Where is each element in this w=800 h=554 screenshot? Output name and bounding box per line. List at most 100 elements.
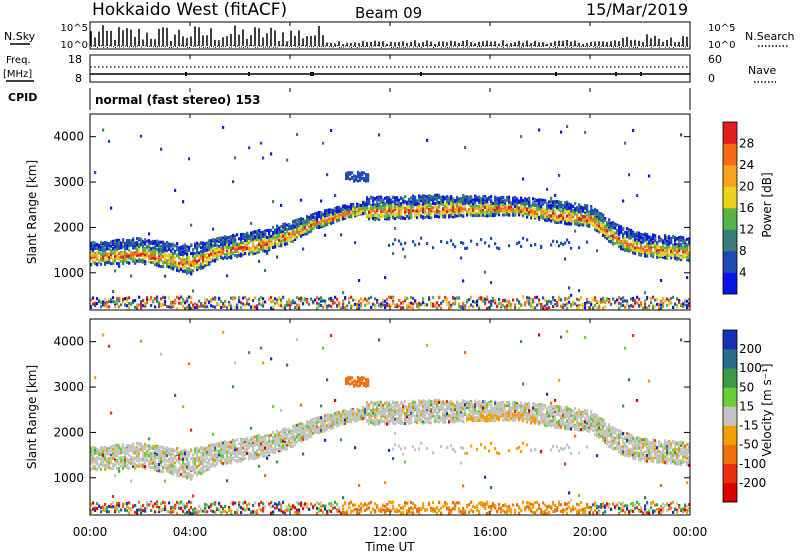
power-cell [124,250,127,254]
power-cell [350,205,353,209]
power-cell [376,214,379,217]
power-cell [300,198,303,202]
power-cell [108,258,111,262]
power-cell [506,304,509,308]
power-cell [414,209,417,213]
power-cell [542,211,545,215]
power-cell [618,224,621,228]
power-cell [144,238,147,242]
power-cell [102,128,105,132]
power-cell [408,302,411,306]
power-cell [522,205,525,209]
power-cell [332,217,335,221]
power-cell [464,195,467,199]
power-cell [166,262,169,266]
power-cell [426,201,429,205]
power-cell [176,263,179,267]
power-cell [242,302,245,306]
power-cell [368,301,371,305]
power-cell [246,302,249,306]
power-cell [224,242,227,246]
power-cell [192,262,195,266]
power-cell [626,227,629,231]
noise-search-dot [539,45,540,47]
power-cell [386,302,389,306]
noise-search-dot [599,46,600,48]
power-cell [624,299,627,303]
power-cell [392,299,395,303]
power-cell [628,236,631,240]
power-cell [452,302,455,306]
power-cell [296,235,299,239]
power-cell [296,225,299,229]
power-cell [528,200,531,204]
power-cell [358,306,361,310]
power-cell [564,217,567,221]
power-cell [202,256,205,259]
power-cell [214,244,217,248]
power-cell [104,243,107,247]
power-cell [232,246,235,250]
power-cell [632,246,635,250]
power-cell [96,262,99,266]
power-cell [288,233,291,237]
power-cell [194,244,197,248]
power-cell [438,211,441,215]
power-cell [618,232,621,236]
power-cell [402,200,405,204]
power-cell [92,259,95,263]
power-cell [610,302,613,306]
noise-search-dot [243,46,244,48]
power-cell [574,212,577,216]
power-cell [92,247,95,251]
power-cell [118,264,121,268]
power-cell [262,156,265,160]
noise-search-dot [561,45,562,47]
power-cell [300,225,303,229]
noise-search-dot [447,46,448,48]
power-cell [632,241,635,245]
power-cell [280,301,283,305]
power-cell [500,304,503,307]
power-cell [108,256,111,260]
noise-search-dot [117,45,118,47]
power-cell [230,251,233,255]
power-cell [126,299,129,303]
power-cell [230,248,233,252]
power-cell [152,242,155,245]
power-cell [326,214,329,218]
power-cell [198,264,201,268]
power-cell [474,214,477,217]
noise-search-dot [459,45,460,47]
power-cell [376,300,379,304]
power-cell [286,238,289,242]
power-cell [186,245,189,249]
power-cell [598,224,601,228]
power-cell [478,205,481,208]
noise-search-dot [183,45,184,47]
power-cell [268,238,271,242]
power-cell [104,258,107,262]
power-cell [96,251,99,255]
noise-search-dot [197,45,198,47]
power-cell [374,297,377,301]
power-cell [560,220,563,224]
power-cell [414,198,417,202]
power-cell [154,263,157,267]
power-cell [170,266,173,270]
power-cell [372,302,375,306]
power-cell [406,208,409,212]
power-cell [542,207,545,211]
power-cell [566,222,569,226]
power-cell [536,206,539,210]
power-cell [94,259,97,263]
power-cell [200,262,203,266]
power-cell [470,212,473,216]
power-cell [250,231,253,235]
noise-search-dot [503,46,504,48]
power-cell [544,208,547,212]
power-cell [232,233,235,237]
power-cell [538,201,541,205]
power-cell [624,245,627,249]
power-cell [378,217,381,221]
